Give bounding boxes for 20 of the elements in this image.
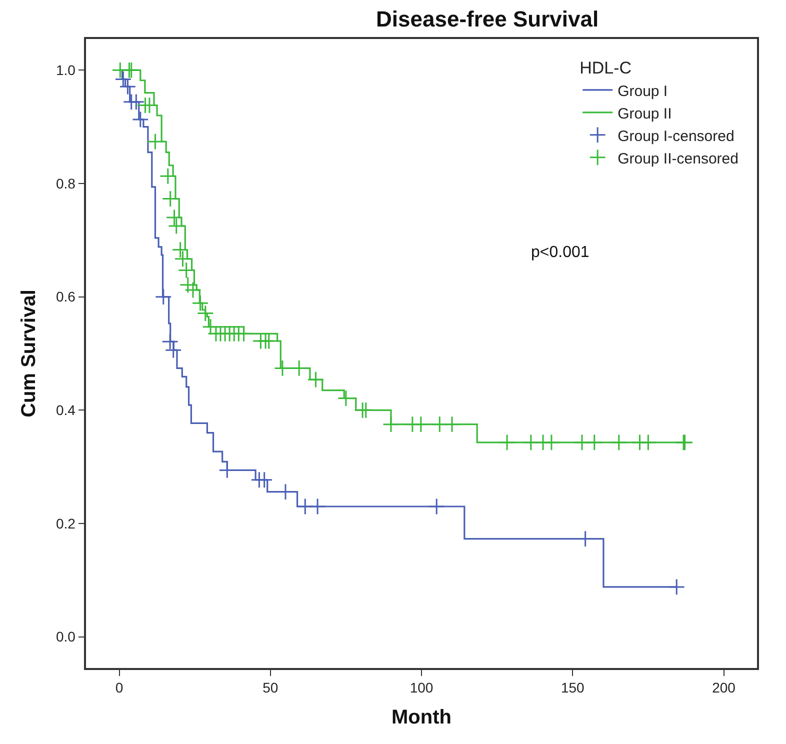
y-tick-label: 1.0 bbox=[56, 62, 76, 78]
x-tick-label: 150 bbox=[560, 680, 585, 696]
y-tick-label: 0.6 bbox=[56, 288, 76, 305]
x-tick-label: 100 bbox=[410, 680, 434, 696]
y-tick-label: 0.4 bbox=[56, 402, 76, 418]
x-tick-label: 0 bbox=[115, 680, 124, 696]
chart-title: Disease-free Survival bbox=[376, 6, 599, 32]
legend-title: HDL-C bbox=[580, 58, 632, 78]
annotation: p<0.001 bbox=[531, 244, 590, 261]
legend-label: Group II-censored bbox=[618, 150, 738, 168]
y-tick-label: 0.0 bbox=[56, 628, 76, 645]
y-tick-label: 0.8 bbox=[56, 175, 76, 192]
x-tick-label: 200 bbox=[712, 680, 736, 696]
x-tick-label: 50 bbox=[262, 680, 278, 696]
legend-label: Group II bbox=[618, 105, 672, 122]
y-tick-label: 0.2 bbox=[56, 515, 76, 532]
x-axis-title: Month bbox=[392, 706, 452, 729]
legend-label: Group I-censored bbox=[618, 128, 734, 145]
legend-label: Group I bbox=[618, 82, 668, 100]
y-axis-title: Cum Survival bbox=[18, 290, 40, 418]
